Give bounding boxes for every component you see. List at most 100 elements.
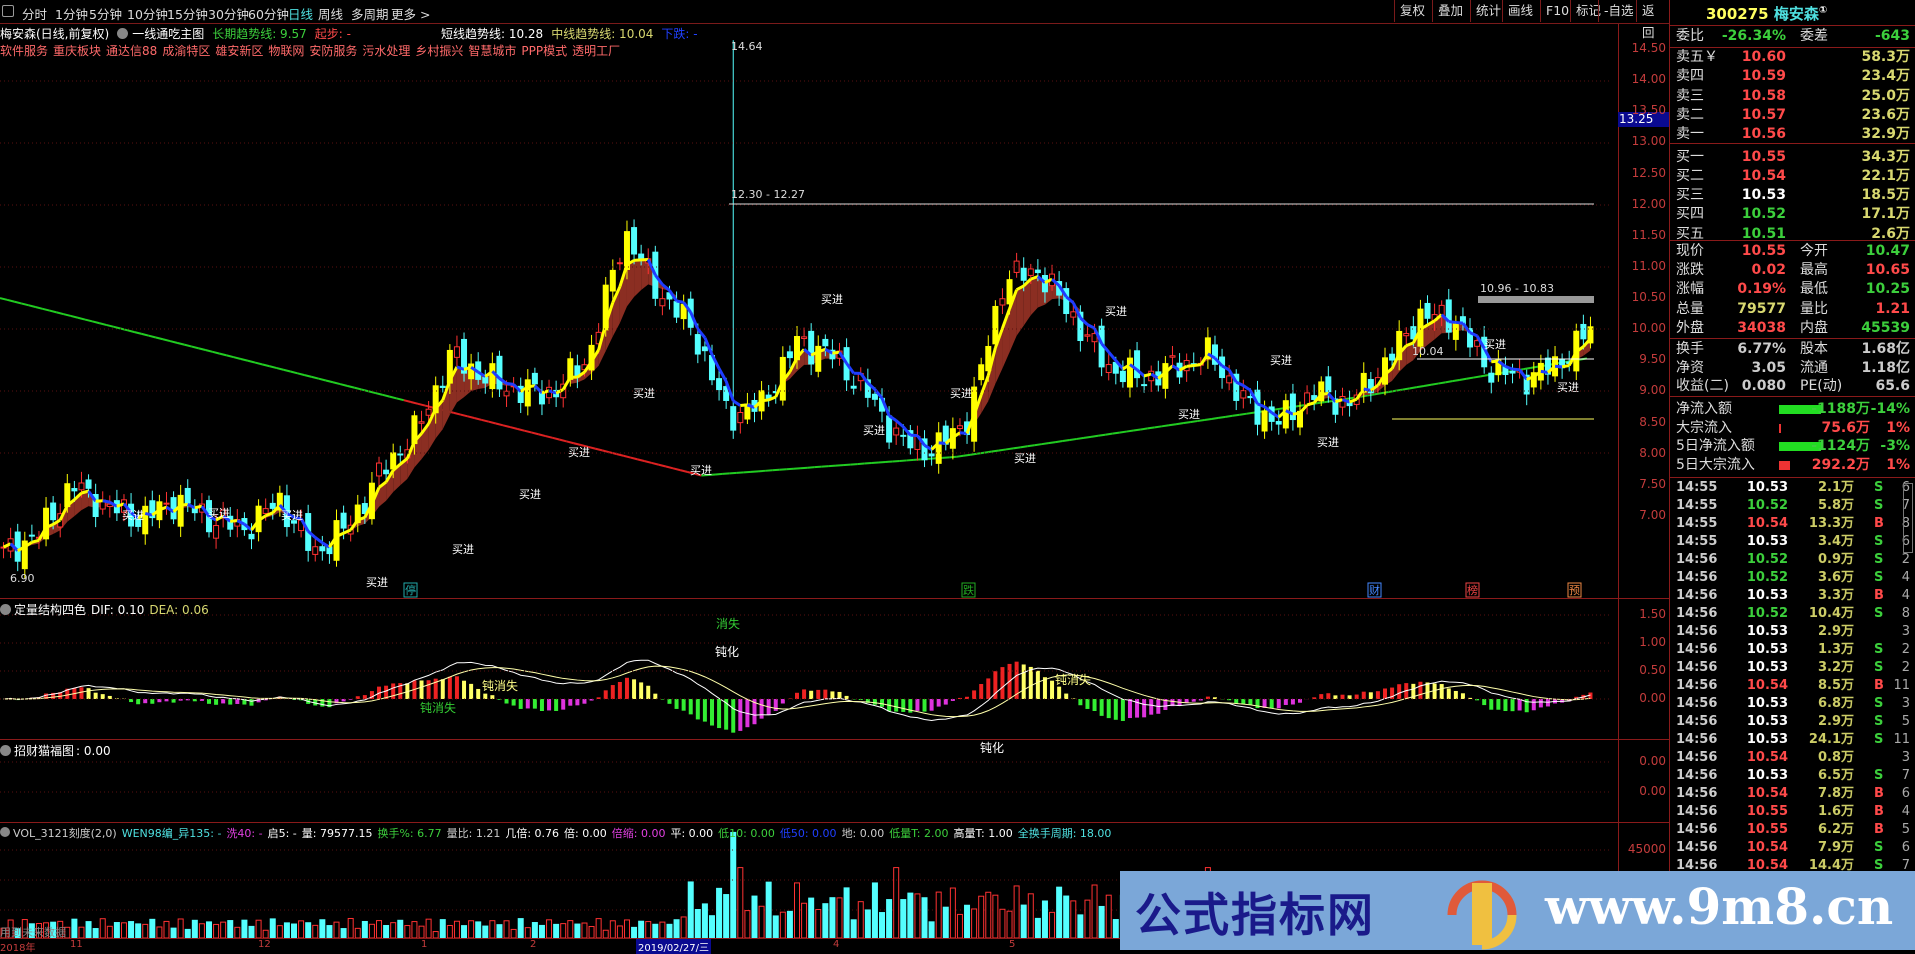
volume-bar bbox=[759, 906, 764, 938]
volume-bar bbox=[837, 898, 842, 938]
long-trend-line-segment bbox=[255, 363, 262, 365]
candle-body bbox=[391, 453, 396, 469]
trend-fill bbox=[1017, 286, 1024, 336]
long-trend-line-segment bbox=[907, 460, 914, 461]
volume-dropdown-icon[interactable] bbox=[0, 827, 10, 837]
long-trend-line-segment bbox=[623, 456, 630, 458]
trade-volume: 3.3万 bbox=[1818, 587, 1854, 605]
volume-indicator-value: 几倍: 0.76 bbox=[505, 827, 559, 840]
trade-volume: 3.6万 bbox=[1818, 569, 1854, 587]
trade-count: 2 bbox=[1902, 641, 1910, 659]
volume-bar bbox=[1014, 886, 1019, 938]
volume-bar bbox=[235, 927, 240, 938]
long-trend-line-segment bbox=[120, 329, 127, 331]
date-tick: 12 bbox=[258, 939, 271, 950]
volume-bar bbox=[391, 923, 396, 938]
panel2-tick: 0.00 bbox=[1622, 754, 1666, 768]
candle-body bbox=[979, 365, 984, 380]
volume-bar bbox=[554, 924, 559, 938]
volume-bar bbox=[539, 925, 544, 938]
long-trend-line-segment bbox=[156, 337, 163, 339]
volume-bar bbox=[150, 919, 155, 938]
trade-count: 7 bbox=[1902, 767, 1910, 785]
buy-signal-label: 买进 bbox=[122, 509, 144, 522]
price-tick: 7.50 bbox=[1622, 477, 1666, 491]
volume-bar bbox=[660, 922, 665, 938]
trade-volume: 8.5万 bbox=[1818, 677, 1854, 695]
long-trend-line-segment bbox=[744, 472, 751, 473]
order-book-row-label: 卖一 bbox=[1676, 125, 1704, 144]
volume-indicator-value: 倍缩: 0.00 bbox=[612, 827, 666, 840]
long-trend-line-segment bbox=[1410, 387, 1417, 388]
candle-body bbox=[1390, 354, 1395, 360]
long-trend-line-segment bbox=[850, 464, 857, 465]
short-trend-line-segment bbox=[563, 377, 570, 389]
panel2-value: : 0.00 bbox=[76, 744, 111, 758]
volume-bar bbox=[568, 921, 573, 938]
quote-stat-row-label2: 最高 bbox=[1800, 261, 1828, 280]
panel2-dropdown-icon[interactable] bbox=[0, 745, 11, 756]
candle-body bbox=[738, 412, 743, 422]
candle-body bbox=[674, 302, 679, 317]
order-book-row-value: 10.55 bbox=[1742, 148, 1786, 167]
long-trend-line-segment bbox=[28, 305, 35, 307]
volume-bar bbox=[454, 921, 459, 938]
quote-stat-row-label: 总量 bbox=[1676, 300, 1704, 319]
long-trend-line-segment bbox=[319, 379, 326, 381]
volume-bar bbox=[419, 926, 424, 938]
macd-dropdown-icon[interactable] bbox=[0, 604, 11, 615]
price-tick: 13.00 bbox=[1622, 134, 1666, 148]
volume-bar bbox=[178, 919, 183, 938]
candle-body bbox=[72, 489, 77, 491]
short-trend-line-segment bbox=[939, 443, 946, 444]
long-trend-line-segment bbox=[177, 343, 184, 345]
short-trend-line-segment bbox=[733, 401, 740, 406]
volume-bar bbox=[844, 888, 849, 938]
trade-side: B bbox=[1874, 803, 1884, 821]
trade-time: 14:56 bbox=[1676, 731, 1717, 749]
trade-scrollbar[interactable] bbox=[1903, 483, 1913, 553]
long-trend-line-segment bbox=[220, 354, 227, 356]
candle-body bbox=[809, 331, 814, 364]
short-trend-line-segment bbox=[181, 504, 188, 505]
long-trend-line-segment bbox=[1155, 426, 1162, 427]
volume-bar bbox=[221, 922, 226, 938]
volume-bar bbox=[993, 895, 998, 938]
long-trend-line-segment bbox=[1148, 427, 1155, 428]
candle-body bbox=[1276, 422, 1281, 425]
buy-signal-label: 买进 bbox=[633, 387, 655, 400]
order-book-row-value2: 23.6万 bbox=[1861, 106, 1910, 125]
volume-bar bbox=[327, 926, 332, 938]
volume-bar bbox=[653, 924, 658, 938]
long-trend-line-segment bbox=[836, 465, 843, 466]
level-label: 10.04 bbox=[1412, 345, 1444, 358]
trade-time: 14:56 bbox=[1676, 551, 1717, 569]
volume-indicator-value: 低50: 0.00 bbox=[780, 827, 837, 840]
long-trend-line-segment bbox=[886, 461, 893, 462]
volume-bar bbox=[284, 923, 289, 938]
event-marker-text: 跌 bbox=[963, 583, 974, 597]
buy-signal-label: 买进 bbox=[452, 543, 474, 556]
volume-bar bbox=[717, 888, 722, 938]
long-trend-line-segment bbox=[560, 440, 567, 442]
trade-price: 10.54 bbox=[1747, 839, 1788, 857]
volume-bar bbox=[894, 868, 899, 938]
toolbar-button[interactable]: 返回 bbox=[1636, 0, 1669, 22]
volume-bar bbox=[270, 919, 275, 938]
fundamental-row-label: 收益(二) bbox=[1676, 377, 1729, 396]
trade-volume: 3.2万 bbox=[1818, 659, 1854, 677]
macd-dif-line bbox=[4, 660, 1591, 720]
short-trend-line-segment bbox=[705, 338, 712, 355]
trade-time: 14:55 bbox=[1676, 479, 1717, 497]
short-trend-line-segment bbox=[1144, 374, 1151, 376]
volume-bar bbox=[185, 929, 190, 938]
trade-count: 3 bbox=[1902, 749, 1910, 767]
trade-volume: 24.1万 bbox=[1809, 731, 1854, 749]
volume-bar bbox=[1007, 911, 1012, 938]
candle-body bbox=[1255, 390, 1260, 424]
